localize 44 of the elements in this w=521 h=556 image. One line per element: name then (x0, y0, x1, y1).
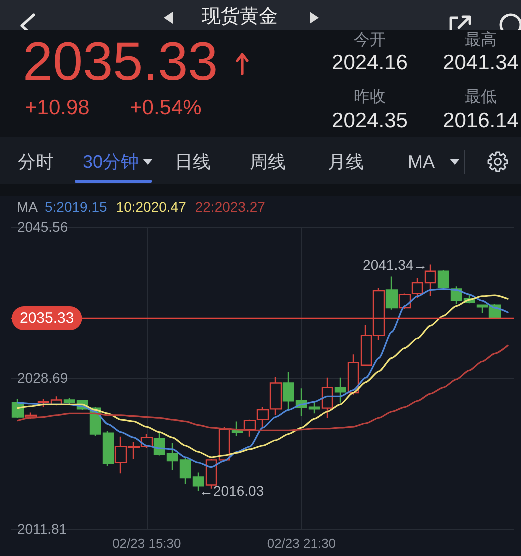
candlestick (282, 372, 294, 412)
candlestick (180, 456, 192, 485)
ref-line-label: 2035.33 (20, 310, 74, 328)
x-tick-label: 02/23 21:30 (267, 536, 336, 551)
legend-title: MA (17, 199, 39, 215)
text: 最低 (465, 89, 497, 106)
text: 2016.14 (443, 110, 519, 132)
candlestick (322, 377, 334, 419)
line-series (17, 344, 509, 432)
text: 2024.35 (332, 110, 408, 132)
chart-title: 现货黄金 (202, 6, 278, 28)
y-tick-label: 2011.81 (18, 521, 68, 537)
text: 2035.33 (23, 32, 218, 92)
candlestick (102, 430, 114, 468)
candlestick (64, 398, 76, 406)
text: 最高 (465, 32, 497, 49)
text: 昨收 (354, 89, 386, 106)
annotation: ←2016.03 (200, 483, 264, 500)
x-tick-label: 02/23 15:30 (112, 536, 182, 551)
text: 10:2020.47 (116, 199, 187, 215)
text: 2024.16 (332, 52, 408, 74)
annotation: 2041.34→ (363, 256, 428, 273)
candlestick (424, 264, 436, 298)
text: 5:2019.15 (45, 199, 108, 215)
candlestick (334, 377, 346, 404)
text: 分时 (18, 152, 54, 172)
candlestick (438, 270, 450, 289)
y-tick-label: 2045.56 (18, 219, 68, 235)
candlestick (308, 400, 320, 414)
text: +0.54% (130, 96, 202, 120)
text: 30分钟 (83, 152, 140, 172)
y-tick-label: 2028.69 (18, 370, 68, 386)
text: 月线 (328, 152, 364, 172)
text: MA (408, 152, 435, 172)
candlestick (154, 432, 166, 456)
candlestick (386, 276, 398, 310)
text: 周线 (250, 152, 286, 172)
text: +10.98 (25, 96, 90, 120)
text: 日线 (175, 152, 211, 172)
candlestick (38, 398, 50, 408)
text: 22:2023.27 (195, 199, 266, 215)
text: 今开 (354, 32, 386, 49)
candlestick (166, 442, 178, 471)
text: 2041.34 (443, 52, 519, 74)
